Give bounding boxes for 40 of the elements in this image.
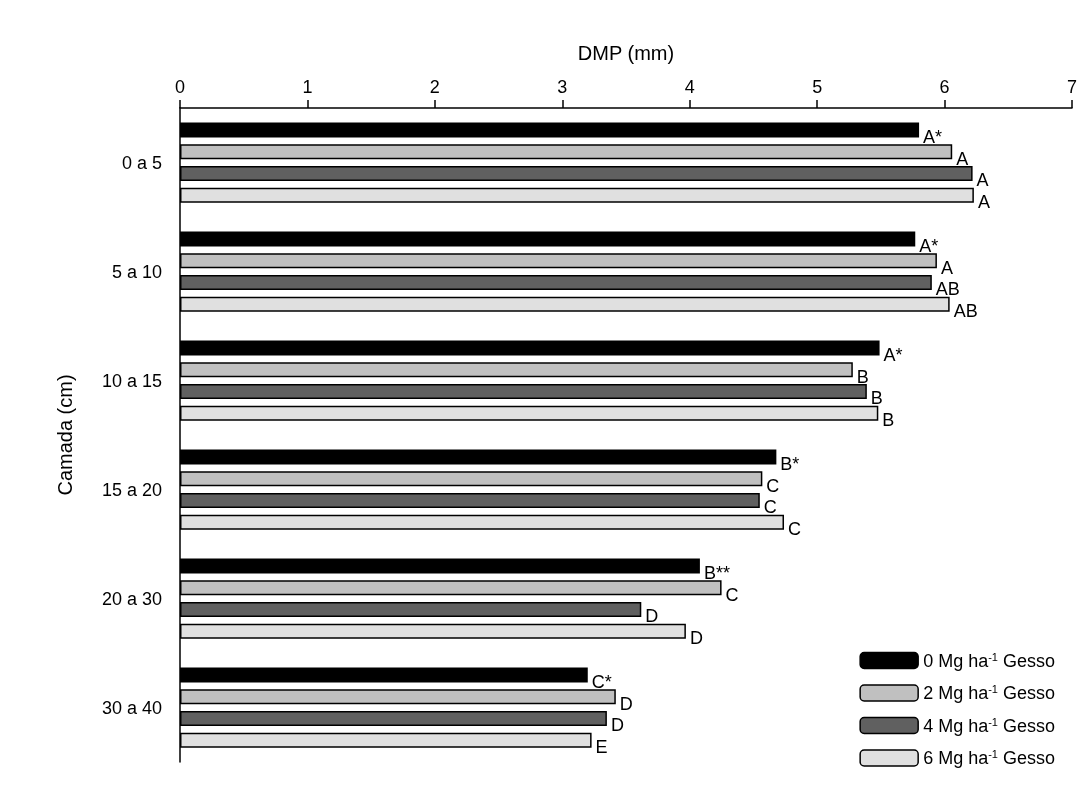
y-tick-label: 20 a 30 bbox=[101, 588, 162, 609]
data-label: D bbox=[619, 693, 633, 714]
x-tick-label: 1 bbox=[302, 77, 313, 97]
data-label: C bbox=[766, 475, 780, 496]
data-label: B* bbox=[780, 453, 800, 474]
data-label: D bbox=[689, 628, 703, 649]
y-tick-label: 30 a 40 bbox=[101, 697, 162, 718]
data-label: AB bbox=[935, 279, 960, 300]
data-label: C* bbox=[591, 671, 612, 692]
x-tick-label: 4 bbox=[684, 77, 695, 97]
x-tick-label: 7 bbox=[1066, 77, 1077, 97]
data-label: A bbox=[976, 170, 989, 191]
x-axis-title: DMP (mm) bbox=[577, 42, 675, 64]
x-tick-label: 0 bbox=[174, 77, 186, 97]
y-tick-label: 10 a 15 bbox=[101, 370, 162, 391]
y-axis-title: Camada (cm) bbox=[54, 374, 76, 496]
data-label: A* bbox=[923, 126, 943, 147]
data-label: A* bbox=[883, 344, 903, 365]
y-tick-label: 15 a 20 bbox=[101, 479, 162, 500]
x-tick-label: 2 bbox=[429, 77, 440, 97]
x-tick-label: 6 bbox=[939, 77, 950, 97]
data-label: D bbox=[645, 606, 659, 627]
data-label: B** bbox=[703, 562, 730, 583]
data-label: B bbox=[870, 388, 883, 409]
data-label: A bbox=[956, 148, 969, 169]
x-tick-label: 5 bbox=[812, 77, 823, 97]
data-label: C bbox=[725, 584, 739, 605]
data-label: E bbox=[595, 737, 608, 758]
data-label: D bbox=[610, 715, 624, 736]
data-label: B bbox=[882, 410, 895, 431]
x-tick-label: 3 bbox=[557, 77, 568, 97]
data-label: C bbox=[763, 497, 777, 518]
data-label: A bbox=[977, 192, 990, 213]
y-tick-label: 0 a 5 bbox=[121, 152, 162, 173]
data-label: B bbox=[856, 366, 869, 387]
data-label: C bbox=[788, 519, 802, 540]
y-tick-label: 5 a 10 bbox=[111, 261, 162, 282]
data-label: A bbox=[940, 257, 953, 278]
data-label: AB bbox=[953, 301, 978, 322]
data-label: A* bbox=[919, 235, 939, 256]
